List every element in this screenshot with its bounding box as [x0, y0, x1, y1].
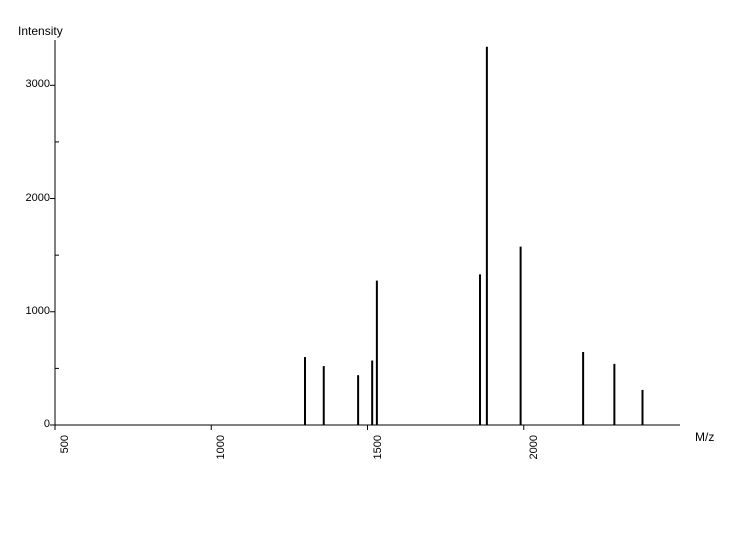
- y-tick-label: 2000: [15, 192, 50, 204]
- x-tick-label: 1500: [372, 435, 384, 465]
- y-tick-label: 0: [15, 418, 50, 430]
- y-tick-label: 3000: [15, 78, 50, 90]
- x-tick-label: 2000: [528, 435, 540, 465]
- mass-spectrum-chart: Intensity M/z 0100020003000 500100015002…: [0, 0, 750, 540]
- x-tick-label: 500: [59, 435, 71, 459]
- y-tick-label: 1000: [15, 305, 50, 317]
- x-tick-label: 1000: [215, 435, 227, 465]
